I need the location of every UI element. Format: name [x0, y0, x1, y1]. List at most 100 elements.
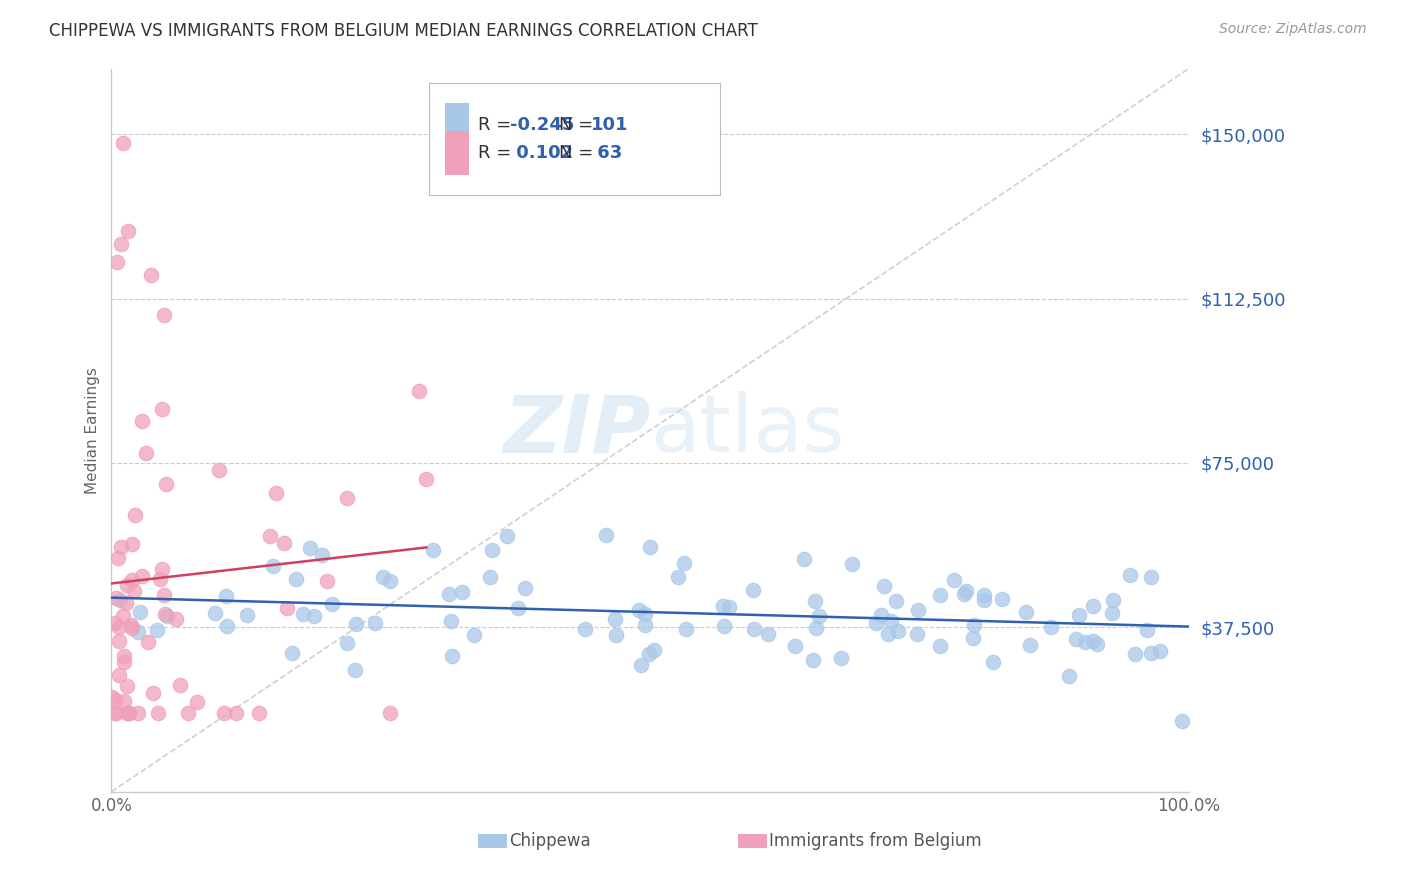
Point — [284, 572, 307, 586]
Point — [627, 602, 650, 616]
Point — [804, 621, 827, 635]
Point — [131, 414, 153, 428]
Point — [415, 472, 437, 486]
Point — [321, 597, 343, 611]
Point — [104, 706, 127, 720]
Point — [1081, 599, 1104, 613]
Point — [718, 599, 741, 614]
Point — [378, 706, 401, 720]
Point — [117, 706, 139, 720]
Point — [142, 686, 165, 700]
Point — [1087, 637, 1109, 651]
Point — [907, 603, 929, 617]
Point — [153, 588, 176, 602]
Point — [1074, 635, 1097, 649]
Point — [830, 650, 852, 665]
Point — [104, 693, 127, 707]
Point — [152, 308, 174, 322]
Point — [127, 706, 149, 720]
Point — [105, 255, 128, 269]
Text: 63: 63 — [591, 145, 623, 162]
Point — [236, 608, 259, 623]
Point — [675, 622, 697, 636]
Point — [1123, 647, 1146, 661]
Point — [991, 592, 1014, 607]
Point — [981, 655, 1004, 669]
Point — [212, 706, 235, 720]
Point — [605, 612, 627, 626]
Point — [112, 136, 135, 150]
Point — [343, 663, 366, 677]
Point — [870, 607, 893, 622]
Point — [742, 622, 765, 636]
Point — [1136, 623, 1159, 637]
Point — [104, 706, 127, 720]
Point — [124, 508, 146, 522]
Point — [1119, 568, 1142, 582]
Point — [120, 617, 142, 632]
Point — [640, 540, 662, 554]
Point — [136, 635, 159, 649]
Point — [408, 384, 430, 399]
Point — [437, 587, 460, 601]
Point — [112, 694, 135, 708]
Text: -0.245: -0.245 — [510, 116, 575, 134]
Point — [742, 582, 765, 597]
Point — [364, 615, 387, 630]
Point — [713, 619, 735, 633]
Point — [1015, 605, 1038, 619]
Point — [298, 541, 321, 555]
Point — [1040, 619, 1063, 633]
Point — [793, 552, 815, 566]
Point — [973, 593, 995, 607]
Point — [905, 627, 928, 641]
Point — [204, 606, 226, 620]
Point — [225, 706, 247, 720]
Y-axis label: Median Earnings: Median Earnings — [86, 367, 100, 493]
Point — [336, 636, 359, 650]
Point — [155, 477, 177, 491]
Point — [315, 574, 337, 589]
Point — [877, 627, 900, 641]
Point — [1102, 593, 1125, 607]
Point — [668, 570, 690, 584]
Point — [110, 540, 132, 554]
Point — [112, 649, 135, 664]
Text: Source: ZipAtlas.com: Source: ZipAtlas.com — [1219, 22, 1367, 37]
Point — [673, 556, 696, 570]
Point — [259, 529, 281, 543]
Point — [886, 624, 908, 638]
Point — [121, 573, 143, 587]
Point — [643, 643, 665, 657]
Point — [865, 616, 887, 631]
Point — [1069, 608, 1091, 623]
Point — [513, 581, 536, 595]
Point — [1171, 714, 1194, 728]
Point — [928, 588, 950, 602]
Point — [292, 607, 315, 622]
Point — [117, 578, 139, 592]
Point — [804, 593, 827, 607]
Point — [506, 601, 529, 615]
Text: Immigrants from Belgium: Immigrants from Belgium — [769, 831, 981, 850]
Point — [756, 627, 779, 641]
Point — [463, 628, 485, 642]
Point — [273, 535, 295, 549]
Text: R =: R = — [478, 145, 517, 162]
Point — [141, 268, 163, 282]
Point — [153, 607, 176, 621]
Point — [100, 690, 122, 705]
Point — [107, 550, 129, 565]
Point — [942, 573, 965, 587]
Text: atlas: atlas — [650, 391, 845, 469]
Point — [112, 656, 135, 670]
Point — [873, 579, 896, 593]
Point — [884, 593, 907, 607]
Point — [841, 558, 863, 572]
Point — [801, 653, 824, 667]
Point — [422, 542, 444, 557]
Point — [336, 491, 359, 505]
Point — [150, 562, 173, 576]
Point — [169, 678, 191, 692]
Point — [880, 615, 903, 629]
